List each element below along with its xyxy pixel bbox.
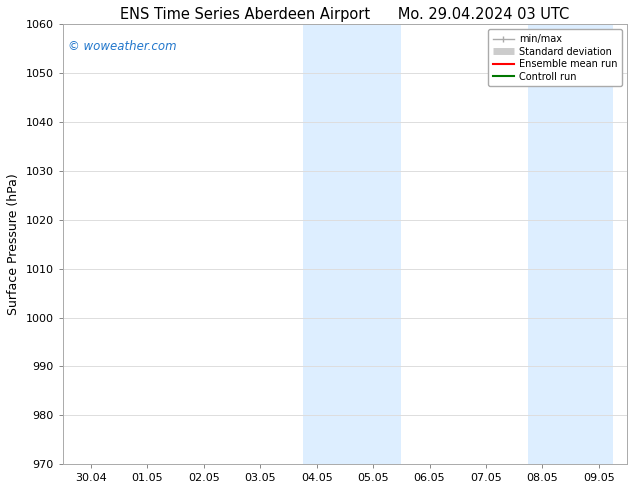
Bar bbox=[302, 24, 401, 464]
Legend: min/max, Standard deviation, Ensemble mean run, Controll run: min/max, Standard deviation, Ensemble me… bbox=[488, 29, 622, 86]
Title: ENS Time Series Aberdeen Airport      Mo. 29.04.2024 03 UTC: ENS Time Series Aberdeen Airport Mo. 29.… bbox=[120, 7, 569, 22]
Bar bbox=[528, 24, 613, 464]
Y-axis label: Surface Pressure (hPa): Surface Pressure (hPa) bbox=[7, 173, 20, 315]
Text: © woweather.com: © woweather.com bbox=[68, 40, 177, 53]
